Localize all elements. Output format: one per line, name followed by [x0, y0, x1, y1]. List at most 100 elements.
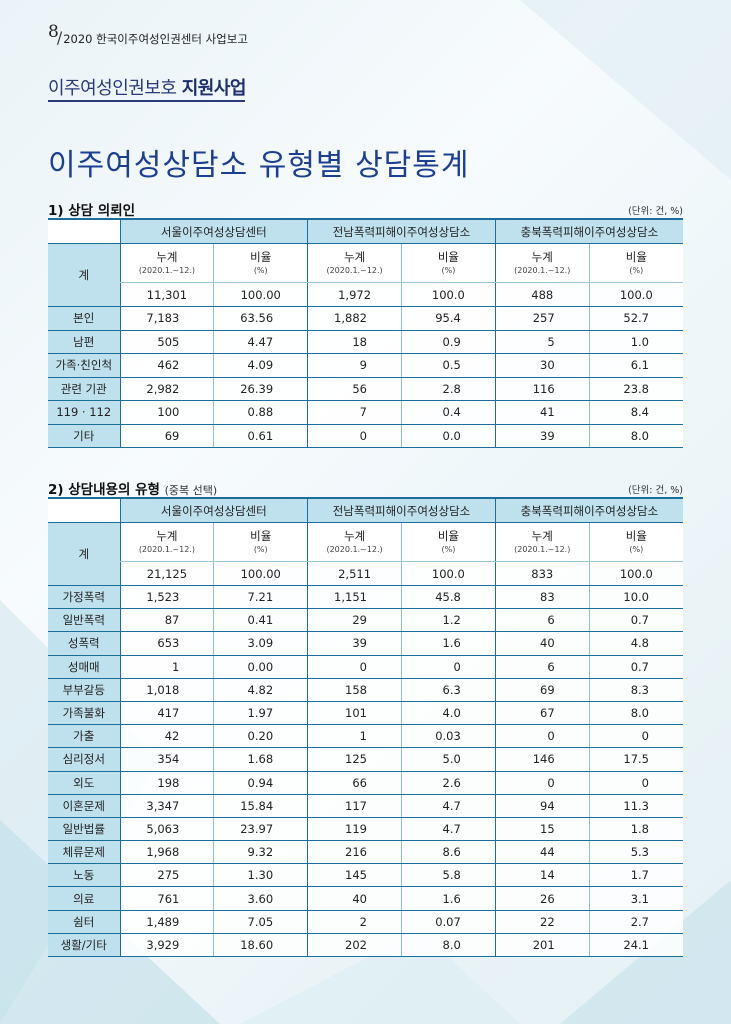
table-cell: 0.20 [213, 724, 308, 749]
table-cell: 4.8 [588, 631, 683, 656]
table-cell: 1.8 [588, 817, 683, 842]
table-cell: 17.5 [588, 747, 683, 772]
total-cell: 833 [494, 561, 590, 586]
total-label: 계 [48, 522, 120, 586]
table-cell: 83 [494, 585, 590, 610]
table-cell: 462 [119, 353, 214, 378]
table-cell: 100 [119, 400, 214, 425]
table-cell: 8.4 [588, 400, 683, 425]
table-cell: 22 [494, 910, 590, 934]
table-cell: 117 [307, 794, 402, 818]
table-cell: 41 [494, 400, 590, 425]
table-cell: 1,968 [119, 840, 214, 865]
table-row: 쉼터 1,489 7.05 2 0.07 22 2.7 [48, 910, 683, 934]
table-cell: 5 [494, 330, 590, 354]
table-cell: 6 [494, 655, 590, 679]
report-title: 2020 한국이주여성인권센터 사업보고 [63, 32, 248, 46]
table-cell: 0 [307, 655, 402, 679]
table-cell: 56 [307, 377, 402, 401]
table-cell: 0.7 [588, 655, 683, 679]
table-cell: 0.61 [213, 424, 308, 448]
table-cell: 1 [119, 655, 214, 679]
count-header: 누계 (2020.1.~12.) [494, 522, 590, 562]
table-cell: 2.7 [588, 910, 683, 934]
row-label: 일반법률 [48, 817, 120, 842]
table1-heading: 1) 상담 의뢰인 [48, 203, 136, 219]
table-cell: 4.82 [213, 678, 308, 702]
section-underline [48, 100, 245, 102]
table-cell: 0.4 [400, 400, 496, 425]
table-cell: 69 [119, 424, 214, 448]
table-row: 생활/기타 3,929 18.60 202 8.0 201 24.1 [48, 933, 683, 958]
table-cell: 761 [119, 886, 214, 911]
table-cell: 1.68 [213, 747, 308, 772]
table-row: 관련 기관 2,982 26.39 56 2.8 116 23.8 [48, 377, 683, 401]
table-cell: 23.97 [213, 817, 308, 842]
table-cell: 1.7 [588, 863, 683, 888]
table-cell: 3.60 [213, 886, 308, 911]
table-cell: 3,929 [119, 933, 214, 958]
table-cell: 201 [494, 933, 590, 958]
row-label: 관련 기관 [48, 377, 120, 401]
total-cell: 100.00 [213, 282, 308, 307]
table-cell: 0 [494, 724, 590, 749]
table-cell: 1.0 [588, 330, 683, 354]
table-cell: 1.2 [400, 608, 496, 633]
total-cell: 100.0 [400, 282, 496, 307]
table-row: 가족불화 417 1.97 101 4.0 67 8.0 [48, 701, 683, 726]
table-cell: 52.7 [588, 306, 683, 331]
table-cell: 8.0 [400, 933, 496, 958]
table-cell: 24.1 [588, 933, 683, 958]
table-cell: 505 [119, 330, 214, 354]
page-number: 8 [48, 22, 59, 42]
table-cell: 67 [494, 701, 590, 726]
table-cell: 5,063 [119, 817, 214, 842]
table-row: 일반폭력 87 0.41 29 1.2 6 0.7 [48, 608, 683, 633]
table-cell: 119 [307, 817, 402, 842]
table-cell: 216 [307, 840, 402, 865]
table-cell: 4.7 [400, 794, 496, 818]
table-cell: 66 [307, 771, 402, 795]
row-label: 가출 [48, 724, 120, 749]
table-cell: 1.6 [400, 631, 496, 656]
table-cell: 354 [119, 747, 214, 772]
row-label: 부부갈등 [48, 678, 120, 702]
group-header: 전남폭력피해이주여성상담소 [307, 497, 496, 523]
page-header: 8/2020 한국이주여성인권센터 사업보고 [48, 22, 248, 47]
count-header: 누계 (2020.1.~12.) [119, 522, 214, 562]
table-cell: 5.3 [588, 840, 683, 865]
table-cell: 2.6 [400, 771, 496, 795]
table-cell: 1,523 [119, 585, 214, 610]
total-cell: 100.00 [213, 561, 308, 586]
table-row: 체류문제 1,968 9.32 216 8.6 44 5.3 [48, 840, 683, 865]
table-cell: 116 [494, 377, 590, 401]
table-cell: 1.6 [400, 886, 496, 911]
ratio-header: 비율 (%) [213, 522, 308, 562]
total-cell: 100.0 [400, 561, 496, 586]
table-cell: 94 [494, 794, 590, 818]
table-row: 가족·친인척 462 4.09 9 0.5 30 6.1 [48, 353, 683, 378]
table-cell: 4.7 [400, 817, 496, 842]
row-label: 외도 [48, 771, 120, 795]
table-cell: 9.32 [213, 840, 308, 865]
row-label: 가족·친인척 [48, 353, 120, 378]
count-header: 누계 (2020.1.~12.) [307, 522, 402, 562]
table-cell: 4.09 [213, 353, 308, 378]
table-cell: 95.4 [400, 306, 496, 331]
table-cell: 1.97 [213, 701, 308, 726]
table-cell: 4.0 [400, 701, 496, 726]
table-cell: 18.60 [213, 933, 308, 958]
table-cell: 257 [494, 306, 590, 331]
row-label: 심리정서 [48, 747, 120, 772]
total-row: 11,301 100.00 1,972 100.0 488 100.0 [48, 282, 683, 307]
group-header: 서울이주여성상담센터 [119, 497, 308, 523]
table-cell: 1.30 [213, 863, 308, 888]
table-row: 이혼문제 3,347 15.84 117 4.7 94 11.3 [48, 794, 683, 818]
table-row: 외도 198 0.94 66 2.6 0 0 [48, 771, 683, 795]
table-cell: 8.0 [588, 701, 683, 726]
table-row: 의료 761 3.60 40 1.6 26 3.1 [48, 886, 683, 911]
row-label: 가정폭력 [48, 585, 120, 610]
table-cell: 3,347 [119, 794, 214, 818]
table-cell: 0.94 [213, 771, 308, 795]
table-cell: 0 [307, 424, 402, 448]
